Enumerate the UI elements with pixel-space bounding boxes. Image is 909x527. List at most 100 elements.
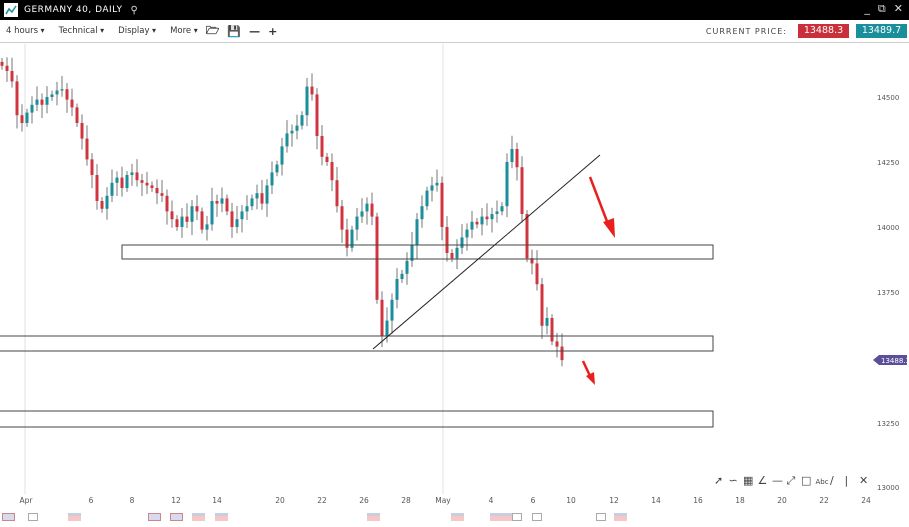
buy-price-button[interactable]: 13489.7 bbox=[856, 24, 907, 38]
open-folder-icon[interactable]: 🗁 bbox=[205, 23, 220, 37]
us-flag-icon[interactable] bbox=[68, 513, 81, 521]
date-axis-label: 20 bbox=[777, 496, 787, 505]
candle-body bbox=[85, 138, 89, 160]
candle-body bbox=[315, 94, 319, 136]
candle-body bbox=[415, 219, 419, 246]
economic-calendar-strip bbox=[0, 512, 909, 524]
curve-icon[interactable]: ∽ bbox=[729, 474, 738, 487]
candle-body bbox=[260, 193, 264, 204]
us-flag-icon[interactable] bbox=[451, 513, 464, 521]
candle-body bbox=[530, 258, 534, 264]
price-axis-label: 13000 bbox=[877, 484, 899, 492]
candle-body bbox=[405, 260, 409, 274]
price-axis-label: 13250 bbox=[877, 420, 899, 428]
candle-body bbox=[150, 185, 154, 188]
candle-body bbox=[100, 201, 104, 209]
date-axis-label: 24 bbox=[861, 496, 871, 505]
date-axis-label: 10 bbox=[566, 496, 576, 505]
us-flag-icon[interactable] bbox=[192, 513, 205, 521]
price-axis-label: 14000 bbox=[877, 224, 899, 232]
candle-body bbox=[420, 206, 424, 220]
candle-body bbox=[490, 214, 494, 220]
date-axis-label: 6 bbox=[531, 496, 536, 505]
candle-body bbox=[60, 89, 64, 91]
price-axis-label: 13750 bbox=[877, 289, 899, 297]
support-zone-rectangle[interactable] bbox=[0, 335, 714, 352]
candle-body bbox=[225, 198, 229, 212]
date-axis-label: 12 bbox=[609, 496, 619, 505]
us-flag-icon[interactable] bbox=[215, 513, 228, 521]
horizontal-line-icon[interactable]: — bbox=[772, 474, 783, 487]
candle-body bbox=[320, 136, 324, 157]
candle-body bbox=[510, 149, 514, 162]
fan-icon[interactable]: ∠ bbox=[758, 474, 768, 487]
sell-price-button[interactable]: 13488.3 bbox=[798, 24, 849, 38]
candle-body bbox=[265, 185, 269, 204]
candle-body bbox=[390, 299, 394, 321]
candle-body bbox=[120, 177, 124, 188]
candle-body bbox=[210, 201, 214, 225]
fibonacci-icon[interactable]: ▦ bbox=[743, 474, 753, 487]
support-zone-rectangle[interactable] bbox=[121, 244, 714, 260]
candle-body bbox=[240, 211, 244, 220]
candle-body bbox=[165, 195, 169, 212]
technical-dropdown[interactable]: Technical bbox=[59, 26, 105, 36]
calendar-event-icon[interactable] bbox=[28, 513, 38, 521]
minimize-icon[interactable]: _ bbox=[864, 2, 870, 15]
candle-body bbox=[330, 162, 334, 181]
calendar-event-icon[interactable] bbox=[532, 513, 542, 521]
candle-body bbox=[180, 216, 184, 227]
more-dropdown[interactable]: More bbox=[170, 26, 198, 36]
calendar-event-icon[interactable] bbox=[596, 513, 606, 521]
separator[interactable]: | bbox=[845, 474, 849, 487]
candle-body bbox=[275, 164, 279, 173]
trend-line-icon[interactable]: ⤢ bbox=[787, 474, 796, 487]
us-flag-icon[interactable] bbox=[490, 513, 503, 521]
us-flag-icon[interactable] bbox=[367, 513, 380, 521]
us-flag-icon[interactable] bbox=[614, 513, 627, 521]
candle-body bbox=[105, 195, 109, 209]
candle-body bbox=[410, 245, 414, 261]
candle-body bbox=[170, 211, 174, 220]
search-icon[interactable]: ⚲ bbox=[130, 4, 138, 16]
display-dropdown[interactable]: Display bbox=[118, 26, 156, 36]
candle-body bbox=[425, 190, 429, 207]
zoom-in-icon[interactable]: + bbox=[268, 24, 278, 38]
candle-body bbox=[230, 211, 234, 227]
candle-body bbox=[465, 229, 469, 238]
candle-body bbox=[195, 206, 199, 212]
cursor-icon[interactable]: ➚ bbox=[714, 474, 723, 487]
candle-body bbox=[220, 198, 224, 204]
uk-flag-icon[interactable] bbox=[2, 513, 15, 521]
calendar-event-icon[interactable] bbox=[512, 513, 522, 521]
zoom-out-icon[interactable]: — bbox=[249, 24, 261, 38]
rectangle-icon[interactable]: □ bbox=[801, 474, 811, 487]
support-zone-rectangle[interactable] bbox=[0, 410, 714, 428]
candle-body bbox=[20, 115, 24, 123]
uk-flag-icon[interactable] bbox=[148, 513, 161, 521]
candle-body bbox=[445, 227, 449, 253]
candle-body bbox=[470, 221, 474, 230]
candle-body bbox=[55, 90, 59, 95]
candle-body bbox=[340, 206, 344, 230]
candle-body bbox=[155, 188, 159, 194]
date-axis-label: 12 bbox=[171, 496, 181, 505]
candle-body bbox=[375, 216, 379, 300]
candle-body bbox=[535, 263, 539, 285]
uk-flag-icon[interactable] bbox=[170, 513, 183, 521]
line-icon[interactable]: ∕ bbox=[830, 474, 834, 487]
trend-line[interactable] bbox=[372, 154, 601, 350]
popout-icon[interactable]: ⧉ bbox=[877, 2, 886, 15]
timeframe-dropdown[interactable]: 4 hours bbox=[6, 26, 45, 36]
us-flag-icon[interactable] bbox=[499, 513, 512, 521]
price-chart[interactable]: 14500 14250 14000 13750 13250 13000 Apr 6 8 12 14… bbox=[0, 44, 909, 527]
candle-body bbox=[270, 172, 274, 186]
candle-body bbox=[560, 346, 564, 361]
candle-body bbox=[205, 224, 209, 230]
close-icon[interactable]: ✕ bbox=[893, 2, 903, 15]
text-icon[interactable]: Abc bbox=[816, 478, 829, 486]
candle-body bbox=[290, 130, 294, 134]
save-icon[interactable]: 💾 bbox=[227, 24, 242, 38]
delete-icon[interactable]: ✕ bbox=[859, 474, 868, 487]
price-axis-label: 14250 bbox=[877, 159, 899, 167]
